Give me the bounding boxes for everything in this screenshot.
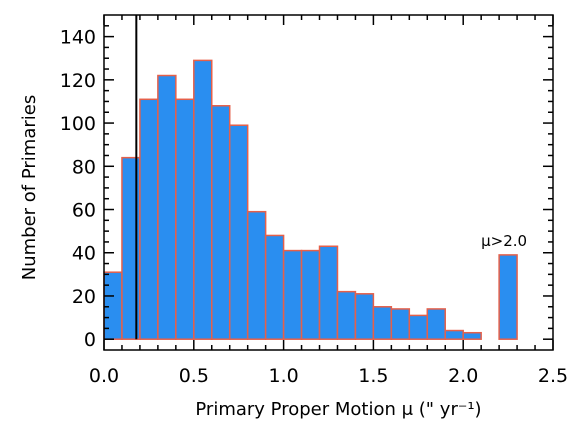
y-tick-label: 100 [60, 113, 96, 135]
x-axis-label: Primary Proper Motion μ (" yr⁻¹) [195, 399, 481, 420]
x-tick-label: 1.5 [358, 365, 388, 387]
histogram-bar [354, 293, 375, 340]
histogram-bar [462, 331, 482, 340]
histogram-bar [211, 105, 231, 340]
histogram-bar [157, 74, 177, 340]
bars-group [103, 59, 518, 340]
y-tick-label: 140 [60, 27, 96, 49]
y-tick-label: 80 [72, 156, 96, 178]
x-tick-label: 2.0 [448, 365, 478, 387]
histogram-bar [264, 234, 285, 340]
x-tick-label: 0.5 [179, 365, 209, 387]
x-tick-label: 2.5 [538, 365, 568, 387]
histogram-bar [390, 308, 411, 340]
histogram-bar [300, 249, 321, 340]
histogram-bar [426, 308, 446, 340]
histogram-bar [372, 306, 393, 340]
histogram-bar [246, 210, 267, 340]
histogram-bar [408, 314, 429, 340]
ticks-group [103, 15, 554, 350]
histogram-bar [139, 98, 159, 340]
histogram-bar-overflow [498, 254, 518, 340]
x-tick-label: 0.0 [89, 365, 119, 387]
histogram-bar [103, 271, 123, 340]
histogram-bar [318, 245, 339, 340]
y-tick-label: 60 [72, 200, 96, 222]
tick-labels-group: 0.0 0.5 1.0 1.5 2.0 2.5 0 20 40 60 80 100 120 140 [60, 27, 568, 387]
histogram-bar [336, 290, 357, 340]
y-tick-label: 40 [72, 243, 96, 265]
y-axis-label: Number of Primaries [19, 95, 40, 280]
x-tick-label: 1.0 [268, 365, 298, 387]
y-tick-label: 120 [60, 70, 96, 92]
extra-bin-annotation: μ>2.0 [481, 232, 527, 250]
histogram-bar [282, 249, 303, 340]
histogram-bar [228, 124, 249, 340]
histogram-bar [175, 98, 195, 340]
y-tick-label: 0 [84, 329, 96, 351]
plot-frame [103, 14, 554, 351]
histogram-bar [444, 329, 464, 340]
y-tick-label: 20 [72, 286, 96, 308]
histogram-bar [193, 59, 213, 340]
